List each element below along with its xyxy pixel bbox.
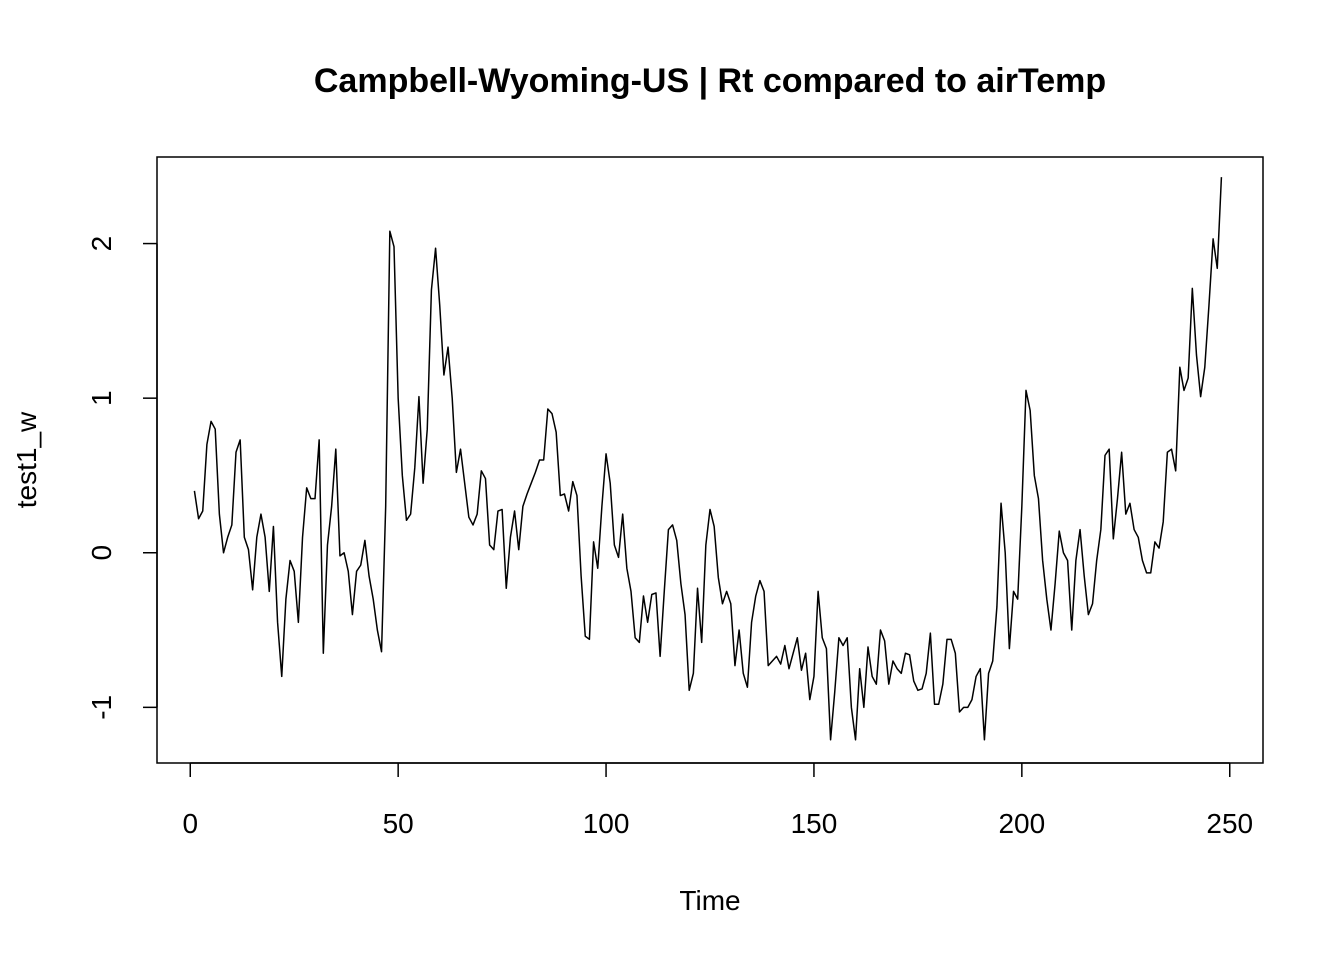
x-tick-label: 200 [998, 808, 1045, 839]
x-axis: 0 50 100 150 200 250 [182, 762, 1253, 839]
chart-title: Campbell-Wyoming-US | Rt compared to air… [314, 62, 1106, 100]
x-tick-label: 100 [583, 808, 630, 839]
series-line [193, 177, 1223, 741]
y-axis-label: test1_w [11, 411, 42, 508]
y-tick-label: 0 [86, 545, 117, 561]
y-tick-label: 2 [86, 236, 117, 252]
x-tick-label: 150 [791, 808, 838, 839]
x-tick-label: 250 [1206, 808, 1253, 839]
y-tick-label: 1 [86, 390, 117, 406]
y-axis: -1 0 1 2 [86, 236, 158, 720]
plot-frame [156, 156, 1264, 764]
x-axis-label: Time [679, 885, 740, 916]
x-tick-label: 50 [383, 808, 414, 839]
y-tick-label: -1 [86, 695, 117, 720]
x-tick-label: 0 [182, 808, 198, 839]
